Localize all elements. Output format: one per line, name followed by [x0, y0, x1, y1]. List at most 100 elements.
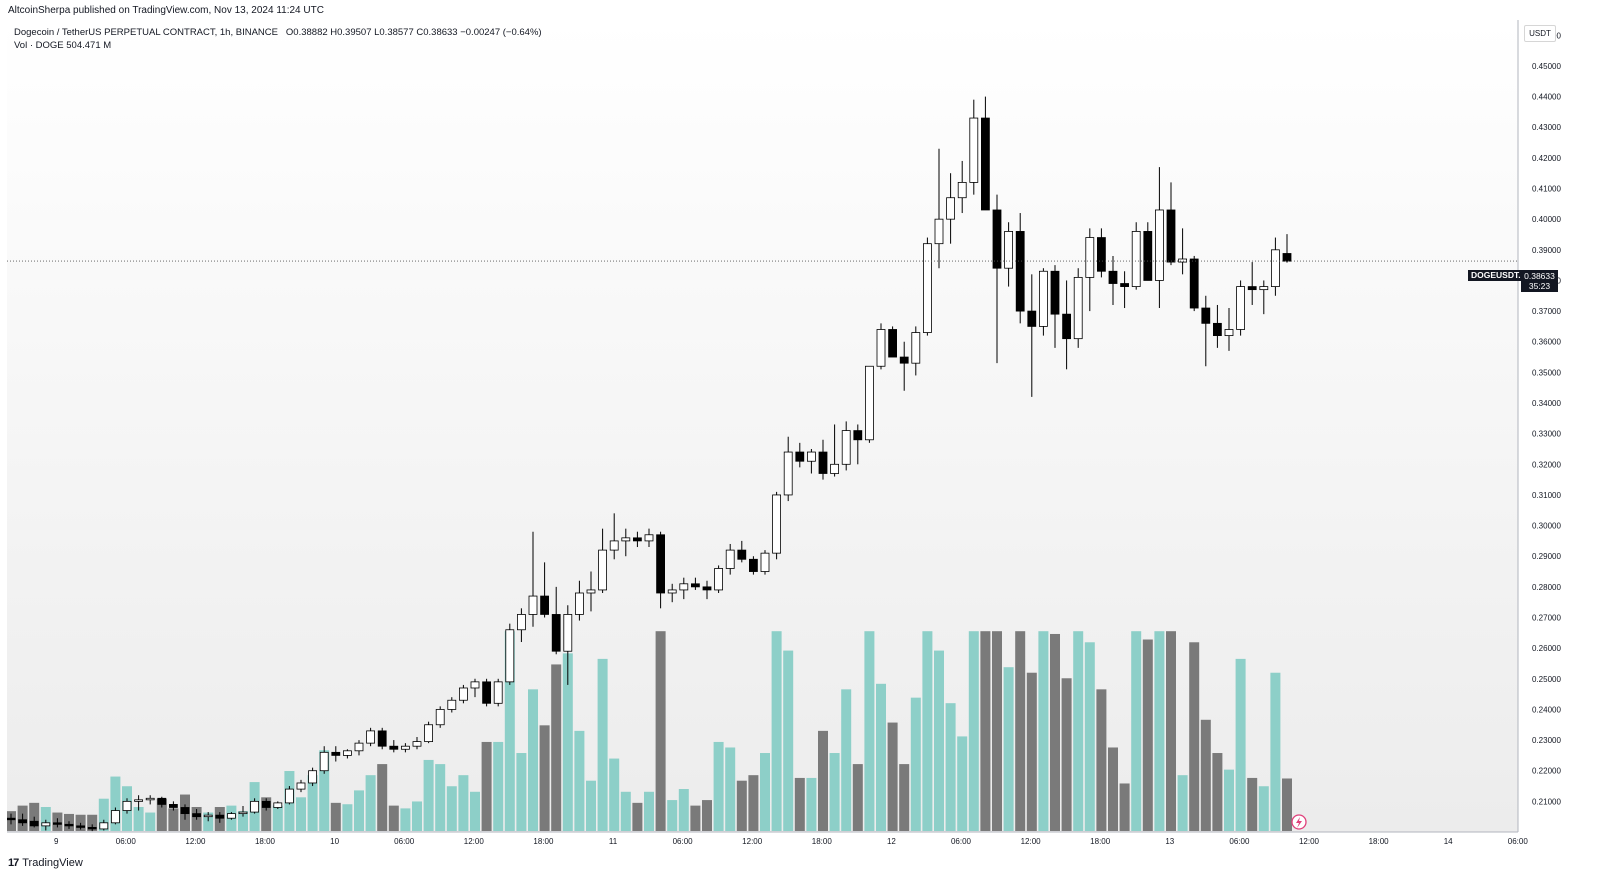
- candle-up: [122, 800, 132, 811]
- publish-header: AltcoinSherpa published on TradingView.c…: [0, 0, 1600, 20]
- currency-button[interactable]: USDT: [1524, 25, 1556, 42]
- candle-up: [876, 329, 886, 367]
- volume-bar: [748, 775, 759, 831]
- symbol-price-tag: DOGEUSDT.P: [1468, 270, 1530, 281]
- price-tick-label: 0.25000: [1532, 675, 1561, 684]
- volume-bar: [296, 797, 306, 831]
- volume-bar: [609, 758, 620, 831]
- candle-down: [981, 117, 990, 211]
- candle-down: [389, 745, 399, 750]
- volume-bar: [342, 804, 353, 831]
- candle-down: [180, 807, 190, 815]
- time-tick-label: 11: [609, 837, 618, 846]
- plot-background: [7, 20, 1518, 832]
- last-price-value: 0.38633: [1524, 271, 1555, 281]
- volume-bar: [632, 802, 643, 831]
- candle-up: [470, 681, 480, 689]
- price-tick-label: 0.26000: [1532, 644, 1561, 653]
- volume-bar: [667, 800, 678, 831]
- candle-up: [667, 589, 677, 594]
- candle-up: [714, 568, 723, 591]
- candle-down: [168, 804, 178, 808]
- candle-down: [377, 730, 387, 747]
- volume-bar: [841, 689, 852, 831]
- price-tick-label: 0.40000: [1532, 215, 1561, 224]
- volume-bar: [1166, 631, 1176, 831]
- candle-up: [621, 537, 631, 542]
- volume-bar: [1154, 631, 1165, 831]
- legend-symbol-row: Dogecoin / TetherUS PERPETUAL CONTRACT, …: [14, 26, 542, 39]
- candle-down: [540, 595, 549, 615]
- chart-frame[interactable]: 0.21000 0.22000 0.23000 0.24000 0.25000 0.260…: [7, 20, 1593, 872]
- volume-bar: [1212, 753, 1223, 831]
- volume-bar: [597, 658, 608, 831]
- price-tick-label: 0.37000: [1532, 307, 1561, 316]
- candle-down: [795, 451, 805, 462]
- price-tick-label: 0.44000: [1532, 93, 1561, 102]
- volume-bar: [1235, 658, 1246, 831]
- candle-up: [644, 534, 654, 542]
- volume-bar: [806, 777, 817, 831]
- price-tick-label: 0.21000: [1532, 797, 1561, 806]
- volume-bar: [1200, 719, 1211, 831]
- candle-down: [482, 681, 492, 704]
- candle-up: [435, 709, 445, 726]
- candle-up: [111, 810, 120, 824]
- candlestick-chart[interactable]: 0.21000 0.22000 0.23000 0.24000 0.25000 0.260…: [7, 20, 1593, 872]
- publish-info: AltcoinSherpa published on TradingView.c…: [8, 5, 324, 16]
- candle-up: [528, 595, 538, 615]
- volume-bar: [412, 801, 422, 831]
- price-tick-label: 0.31000: [1532, 491, 1561, 500]
- price-tick-label: 0.29000: [1532, 552, 1561, 561]
- candle-up: [99, 822, 109, 830]
- candle-down: [656, 534, 665, 594]
- volume-bar: [168, 808, 179, 831]
- time-tick-label: 12:00: [185, 837, 206, 846]
- candle-up: [609, 540, 619, 551]
- time-tick-label: 06:00: [1508, 837, 1529, 846]
- volume-bar: [1282, 778, 1292, 831]
- candle-down: [1166, 209, 1176, 263]
- time-tick-label: 18:00: [812, 837, 833, 846]
- candle-down: [1143, 231, 1153, 281]
- volume-bar: [1189, 642, 1200, 831]
- volume-bar: [852, 764, 863, 831]
- volume-bar: [980, 631, 991, 831]
- volume-bar: [516, 753, 527, 831]
- volume-bar: [702, 800, 712, 831]
- candle-up: [342, 750, 352, 756]
- candle-down: [331, 751, 341, 756]
- candle-down: [1027, 310, 1037, 327]
- candle-down: [18, 819, 28, 824]
- volume-bar: [98, 798, 109, 831]
- candle-up: [1224, 329, 1234, 337]
- volume-bar: [539, 725, 550, 831]
- candle-down: [261, 800, 271, 808]
- price-tick-label: 0.23000: [1532, 736, 1561, 745]
- candle-up: [250, 800, 260, 813]
- candle-down: [64, 823, 74, 827]
- candle-up: [296, 782, 306, 790]
- volume-bar: [156, 798, 167, 831]
- candle-down: [1108, 270, 1118, 284]
- candle-up: [934, 218, 944, 245]
- time-tick-label: 14: [1444, 837, 1453, 846]
- time-tick-label: 18:00: [533, 837, 554, 846]
- legend-symbol[interactable]: Dogecoin / TetherUS PERPETUAL CONTRACT, …: [14, 27, 278, 38]
- candle-down: [53, 822, 62, 825]
- tradingview-logo[interactable]: 17 TradingView: [8, 857, 83, 869]
- volume-bar: [145, 812, 156, 831]
- volume-bar: [922, 631, 933, 831]
- volume-bar: [110, 776, 121, 831]
- chart-legend: Dogecoin / TetherUS PERPETUAL CONTRACT, …: [14, 26, 542, 52]
- volume-bar: [876, 683, 886, 831]
- legend-volume-row[interactable]: Vol · DOGE 504.471 M: [14, 40, 112, 51]
- volume-bar: [40, 807, 51, 831]
- volume-bar: [818, 730, 828, 831]
- time-tick-label: 10: [330, 837, 339, 846]
- volume-bar: [493, 741, 504, 831]
- legend-ohlc: O0.38882 H0.39507 L0.38577 C0.38633 −0.0…: [285, 27, 542, 38]
- volume-bar: [829, 753, 840, 831]
- candle-up: [830, 463, 839, 474]
- volume-bar: [238, 811, 248, 831]
